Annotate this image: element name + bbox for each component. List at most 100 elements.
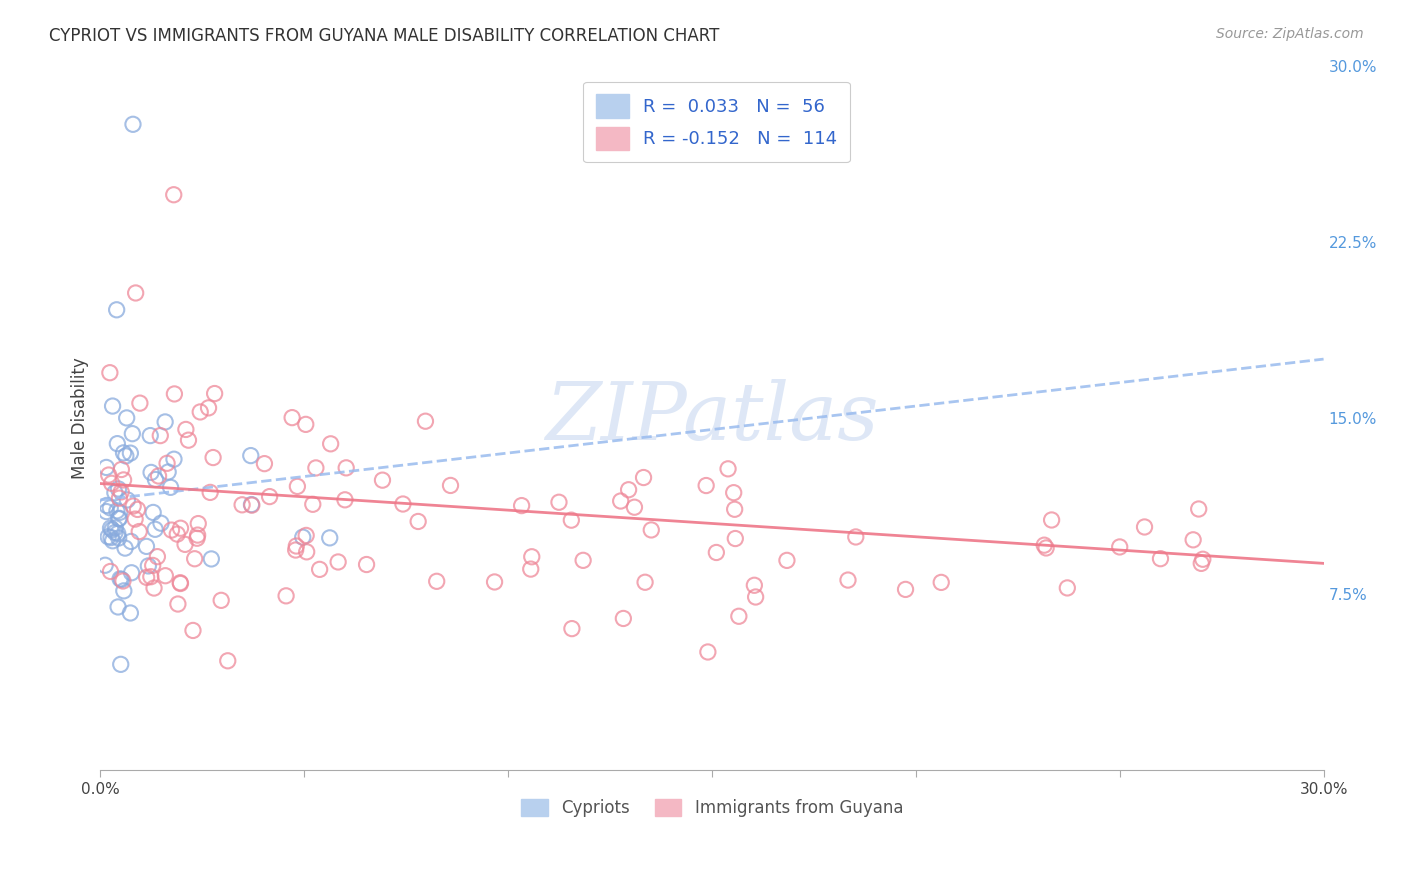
Point: [124, 285, 146, 300]
Point: [186, 531, 208, 545]
Point: [108, 572, 131, 586]
Point: [837, 573, 859, 587]
Point: [284, 543, 307, 558]
Point: [845, 530, 868, 544]
Point: [163, 387, 186, 401]
Point: [117, 492, 139, 507]
Point: [187, 516, 209, 531]
Text: CYPRIOT VS IMMIGRANTS FROM GUYANA MALE DISABILITY CORRELATION CHART: CYPRIOT VS IMMIGRANTS FROM GUYANA MALE D…: [49, 27, 720, 45]
Point: [101, 533, 124, 548]
Point: [202, 450, 225, 465]
Point: [114, 541, 136, 555]
Point: [319, 437, 342, 451]
Point: [135, 540, 157, 554]
Point: [169, 576, 191, 591]
Point: [108, 505, 131, 519]
Point: [115, 411, 138, 425]
Point: [520, 549, 543, 564]
Point: [100, 521, 122, 535]
Point: [146, 549, 169, 564]
Point: [139, 428, 162, 442]
Point: [239, 449, 262, 463]
Point: [1189, 557, 1212, 571]
Point: [101, 523, 124, 537]
Point: [153, 415, 176, 429]
Point: [96, 460, 118, 475]
Point: [291, 530, 314, 544]
Point: [149, 428, 172, 442]
Point: [122, 117, 145, 131]
Point: [108, 511, 131, 525]
Point: [100, 476, 122, 491]
Y-axis label: Male Disability: Male Disability: [72, 357, 89, 479]
Point: [139, 466, 162, 480]
Point: [145, 473, 167, 487]
Point: [188, 405, 211, 419]
Point: [94, 558, 117, 573]
Point: [122, 499, 145, 513]
Point: [120, 534, 142, 549]
Point: [197, 401, 219, 415]
Point: [519, 562, 541, 576]
Point: [124, 512, 146, 526]
Point: [335, 460, 357, 475]
Point: [1035, 541, 1057, 555]
Point: [110, 573, 132, 587]
Point: [744, 590, 766, 604]
Point: [120, 446, 142, 460]
Point: [100, 531, 122, 545]
Point: [107, 482, 129, 496]
Point: [727, 609, 749, 624]
Point: [100, 565, 122, 579]
Point: [167, 597, 190, 611]
Point: [301, 497, 323, 511]
Point: [894, 582, 917, 597]
Point: [128, 524, 150, 539]
Point: [150, 516, 173, 531]
Point: [415, 414, 437, 428]
Point: [253, 457, 276, 471]
Point: [115, 449, 138, 463]
Point: [240, 498, 263, 512]
Point: [105, 302, 128, 317]
Point: [1108, 540, 1130, 554]
Point: [135, 570, 157, 584]
Point: [104, 485, 127, 500]
Point: [744, 578, 766, 592]
Point: [406, 515, 429, 529]
Point: [623, 500, 645, 515]
Point: [120, 606, 142, 620]
Point: [104, 525, 127, 540]
Point: [155, 568, 177, 582]
Point: [1188, 502, 1211, 516]
Point: [143, 522, 166, 536]
Point: [112, 446, 135, 460]
Point: [127, 502, 149, 516]
Point: [609, 494, 631, 508]
Point: [333, 492, 356, 507]
Point: [169, 521, 191, 535]
Point: [723, 485, 745, 500]
Point: [181, 624, 204, 638]
Point: [572, 553, 595, 567]
Point: [1033, 538, 1056, 552]
Point: [295, 528, 318, 542]
Point: [371, 473, 394, 487]
Point: [96, 505, 118, 519]
Point: [112, 473, 135, 487]
Point: [724, 502, 747, 516]
Point: [107, 526, 129, 541]
Point: [160, 523, 183, 537]
Point: [121, 426, 143, 441]
Point: [1056, 581, 1078, 595]
Point: [110, 484, 132, 499]
Point: [326, 555, 349, 569]
Point: [356, 558, 378, 572]
Point: [105, 436, 128, 450]
Point: [612, 611, 634, 625]
Point: [107, 511, 129, 525]
Point: [104, 521, 127, 535]
Point: [695, 478, 717, 492]
Point: [112, 583, 135, 598]
Point: [110, 657, 132, 672]
